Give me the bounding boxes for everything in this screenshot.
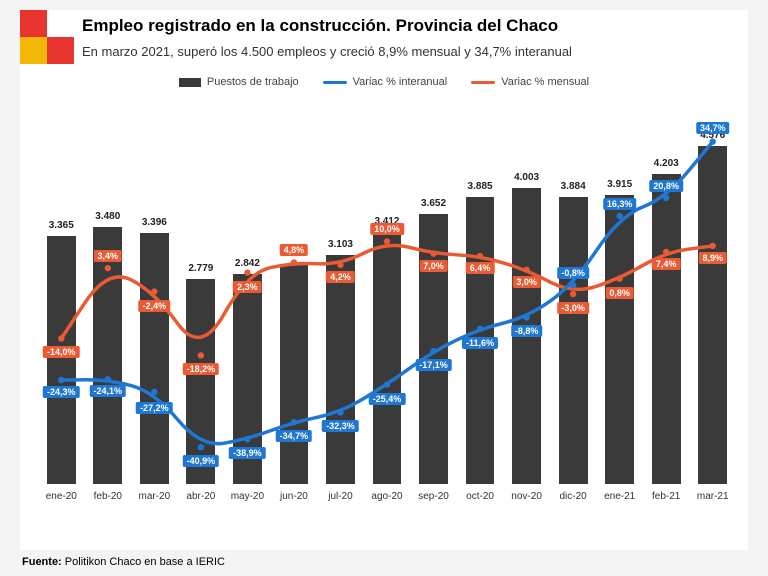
chart-subtitle: En marzo 2021, superó los 4.500 empleos …: [82, 44, 572, 59]
plot-area: 3.3653.4803.3962.7792.8422.9773.1033.412…: [38, 100, 736, 502]
series-point-label-yoy: -24,1%: [90, 385, 127, 397]
series-point-label-mom: -3,0%: [557, 302, 589, 314]
x-tick-label: jul-20: [328, 491, 352, 502]
legend-item-bars: Puestos de trabajo: [179, 76, 299, 88]
x-tick-label: oct-20: [466, 491, 494, 502]
legend-swatch-yoy: [323, 81, 347, 84]
series-point-label-yoy: -17,1%: [415, 359, 452, 371]
logo-square-tl: [20, 10, 47, 37]
source-prefix: Fuente:: [22, 556, 62, 568]
legend-swatch-mom: [471, 81, 495, 84]
series-point-label-yoy: 16,3%: [603, 198, 637, 210]
legend-item-mom: Variac % mensual: [471, 76, 589, 88]
x-tick-label: may-20: [231, 491, 264, 502]
series-point-label-mom: 6,4%: [466, 262, 495, 274]
series-point-label-yoy: 34,7%: [696, 122, 730, 134]
chart-card: Empleo registrado en la construcción. Pr…: [20, 10, 748, 550]
series-point-label-yoy: -24,3%: [43, 386, 80, 398]
series-point-label-mom: -14,0%: [43, 346, 80, 358]
legend-swatch-bars: [179, 78, 201, 87]
chart-title: Empleo registrado en la construcción. Pr…: [82, 16, 558, 36]
x-tick-label: ago-20: [371, 491, 402, 502]
series-point-label-yoy: -34,7%: [276, 430, 313, 442]
brand-logo: [20, 10, 74, 64]
point-labels: -14,0% 3,4% -2,4% -18,2% 2,3% 4,8% 4,2% 10,0% 7,…: [38, 100, 736, 484]
series-point-label-mom: 4,2%: [326, 271, 355, 283]
x-tick-label: ene-21: [604, 491, 635, 502]
series-point-label-mom: 0,8%: [605, 287, 634, 299]
series-point-label-mom: 10,0%: [370, 223, 404, 235]
series-point-label-mom: 7,4%: [652, 258, 681, 270]
series-point-label-yoy: -0,8%: [557, 267, 589, 279]
series-point-label-mom: 2,3%: [233, 281, 262, 293]
series-point-label-mom: -2,4%: [139, 300, 171, 312]
legend-label-bars: Puestos de trabajo: [207, 76, 299, 88]
legend-item-yoy: Variac % interanual: [323, 76, 448, 88]
series-point-label-mom: 3,4%: [94, 250, 123, 262]
logo-square-bl: [20, 37, 47, 64]
series-point-label-yoy: -8,8%: [511, 325, 543, 337]
x-tick-label: feb-20: [94, 491, 122, 502]
source-text: Politikon Chaco en base a IERIC: [65, 556, 225, 568]
x-axis-labels: ene-20 feb-20 mar-20 abr-20 may-20 jun-20 jul-…: [38, 486, 736, 502]
series-point-label-yoy: -11,6%: [462, 337, 498, 349]
series-point-label-yoy: 20,8%: [649, 180, 683, 192]
series-point-label-yoy: -38,9%: [229, 447, 266, 459]
series-point-label-mom: -18,2%: [183, 363, 220, 375]
legend: Puestos de trabajo Variac % interanual V…: [20, 72, 748, 92]
x-tick-label: feb-21: [652, 491, 680, 502]
x-tick-label: jun-20: [280, 491, 308, 502]
x-tick-label: nov-20: [511, 491, 542, 502]
series-point-label-mom: 3,0%: [512, 276, 541, 288]
series-point-label-yoy: -40,9%: [183, 455, 220, 467]
x-tick-label: dic-20: [560, 491, 587, 502]
x-tick-label: ene-20: [46, 491, 77, 502]
source-line: Fuente: Politikon Chaco en base a IERIC: [22, 556, 225, 568]
x-tick-label: abr-20: [186, 491, 215, 502]
series-point-label-yoy: -25,4%: [369, 393, 406, 405]
x-tick-label: mar-20: [138, 491, 170, 502]
x-tick-label: mar-21: [697, 491, 729, 502]
logo-square-br: [47, 37, 74, 64]
series-point-label-yoy: -32,3%: [322, 420, 359, 432]
x-tick-label: sep-20: [418, 491, 449, 502]
series-point-label-mom: 4,8%: [280, 244, 309, 256]
series-point-label-yoy: -27,2%: [136, 402, 173, 414]
series-point-label-mom: 7,0%: [419, 260, 448, 272]
legend-label-yoy: Variac % interanual: [353, 76, 448, 88]
legend-label-mom: Variac % mensual: [501, 76, 589, 88]
series-point-label-mom: 8,9%: [698, 252, 727, 264]
